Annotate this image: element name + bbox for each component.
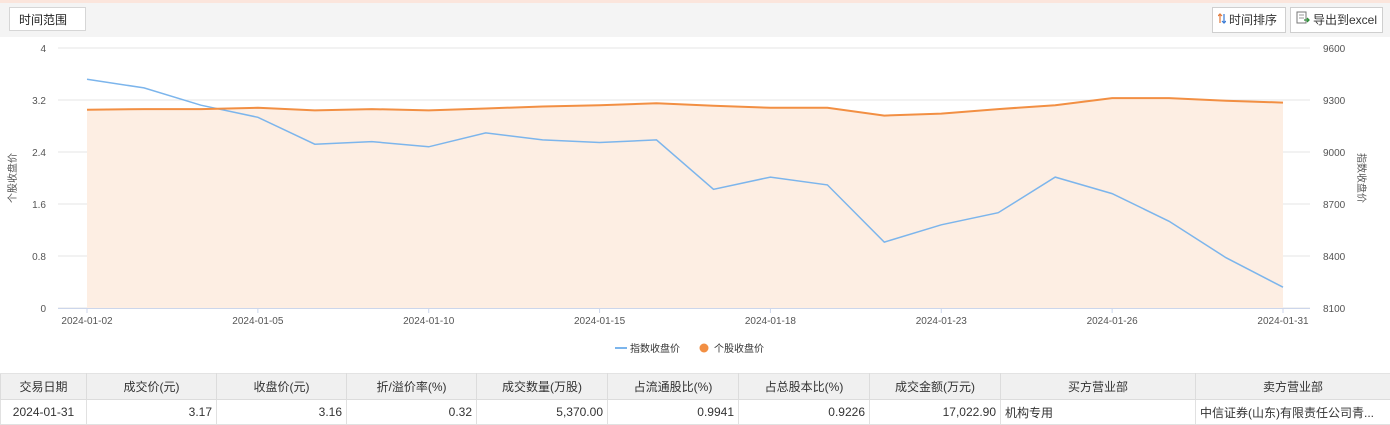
cell-buyer: 机构专用 <box>1001 400 1196 425</box>
x-axis-tick-label: 2024-01-26 <box>1087 316 1139 327</box>
cell-amount: 17,022.90 <box>870 400 1001 425</box>
export-file-icon <box>1296 8 1310 32</box>
left-axis-tick-label: 0.8 <box>32 252 46 263</box>
x-axis-tick-label: 2024-01-10 <box>403 316 455 327</box>
col-header-premium-rate[interactable]: 折/溢价率(%) <box>347 374 477 400</box>
col-header-volume[interactable]: 成交数量(万股) <box>477 374 608 400</box>
col-header-close-price[interactable]: 收盘价(元) <box>217 374 347 400</box>
export-excel-button[interactable]: 导出到excel <box>1290 7 1383 33</box>
left-axis-tick-label: 2.4 <box>32 148 46 159</box>
left-axis-tick-label: 4 <box>40 44 46 55</box>
cell-trade-date: 2024-01-31 <box>1 400 87 425</box>
table-header-row: 交易日期 成交价(元) 收盘价(元) 折/溢价率(%) 成交数量(万股) 占流通… <box>1 374 1390 400</box>
col-header-deal-price[interactable]: 成交价(元) <box>87 374 217 400</box>
price-chart: 0 8100 0.8 8400 1.6 8700 2.4 9000 3.2 9300 4 9600 个股… <box>0 37 1390 373</box>
right-axis-tick-label: 8400 <box>1323 252 1346 263</box>
x-axis-tick-label: 2024-01-15 <box>574 316 626 327</box>
x-axis-tick-label: 2024-01-05 <box>232 316 284 327</box>
legend-label-stock: 个股收盘价 <box>714 342 764 355</box>
cell-float-ratio: 0.9941 <box>608 400 739 425</box>
col-header-float-ratio[interactable]: 占流通股比(%) <box>608 374 739 400</box>
x-axis-tick-label: 2024-01-23 <box>916 316 968 327</box>
table-row[interactable]: 2024-01-31 3.17 3.16 0.32 5,370.00 0.994… <box>1 400 1390 425</box>
legend-label-index: 指数收盘价 <box>630 342 680 355</box>
right-axis-tick-label: 9300 <box>1323 96 1346 107</box>
x-axis-tick-label: 2024-01-31 <box>1257 316 1309 327</box>
col-header-trade-date[interactable]: 交易日期 <box>1 374 87 400</box>
right-axis-tick-label: 8700 <box>1323 200 1346 211</box>
legend-dot-marker <box>700 344 709 353</box>
time-range-button[interactable]: 时间范围 <box>9 7 86 31</box>
left-axis-tick-label: 0 <box>40 304 46 315</box>
col-header-seller[interactable]: 卖方营业部 <box>1196 374 1390 400</box>
left-axis-title: 个股收盘价 <box>6 153 19 203</box>
x-axis-tick-label: 2024-01-18 <box>745 316 797 327</box>
time-range-label: 时间范围 <box>19 13 67 27</box>
cell-seller: 中信证券(山东)有限责任公司青... <box>1196 400 1390 425</box>
export-excel-label: 导出到excel <box>1313 8 1377 32</box>
right-axis-tick-label: 9000 <box>1323 148 1346 159</box>
col-header-total-ratio[interactable]: 占总股本比(%) <box>739 374 870 400</box>
col-header-amount[interactable]: 成交金额(万元) <box>870 374 1001 400</box>
series-area-1 <box>87 98 1283 308</box>
toolbar: 时间范围 时间排序 导出到excel <box>0 0 1390 37</box>
cell-total-ratio: 0.9226 <box>739 400 870 425</box>
cell-close-price: 3.16 <box>217 400 347 425</box>
right-axis-title: 指数收盘价 <box>1355 153 1368 203</box>
cell-volume: 5,370.00 <box>477 400 608 425</box>
col-header-buyer[interactable]: 买方营业部 <box>1001 374 1196 400</box>
right-axis-tick-label: 8100 <box>1323 304 1346 315</box>
sort-arrows-icon <box>1218 8 1226 32</box>
time-sort-button[interactable]: 时间排序 <box>1212 7 1286 33</box>
trade-table: 交易日期 成交价(元) 收盘价(元) 折/溢价率(%) 成交数量(万股) 占流通… <box>0 373 1390 425</box>
left-axis-tick-label: 1.6 <box>32 200 46 211</box>
x-axis-tick-label: 2024-01-02 <box>61 316 113 327</box>
right-axis-tick-label: 9600 <box>1323 44 1346 55</box>
time-sort-label: 时间排序 <box>1229 8 1277 32</box>
left-axis-tick-label: 3.2 <box>32 96 46 107</box>
cell-premium-rate: 0.32 <box>347 400 477 425</box>
cell-deal-price: 3.17 <box>87 400 217 425</box>
